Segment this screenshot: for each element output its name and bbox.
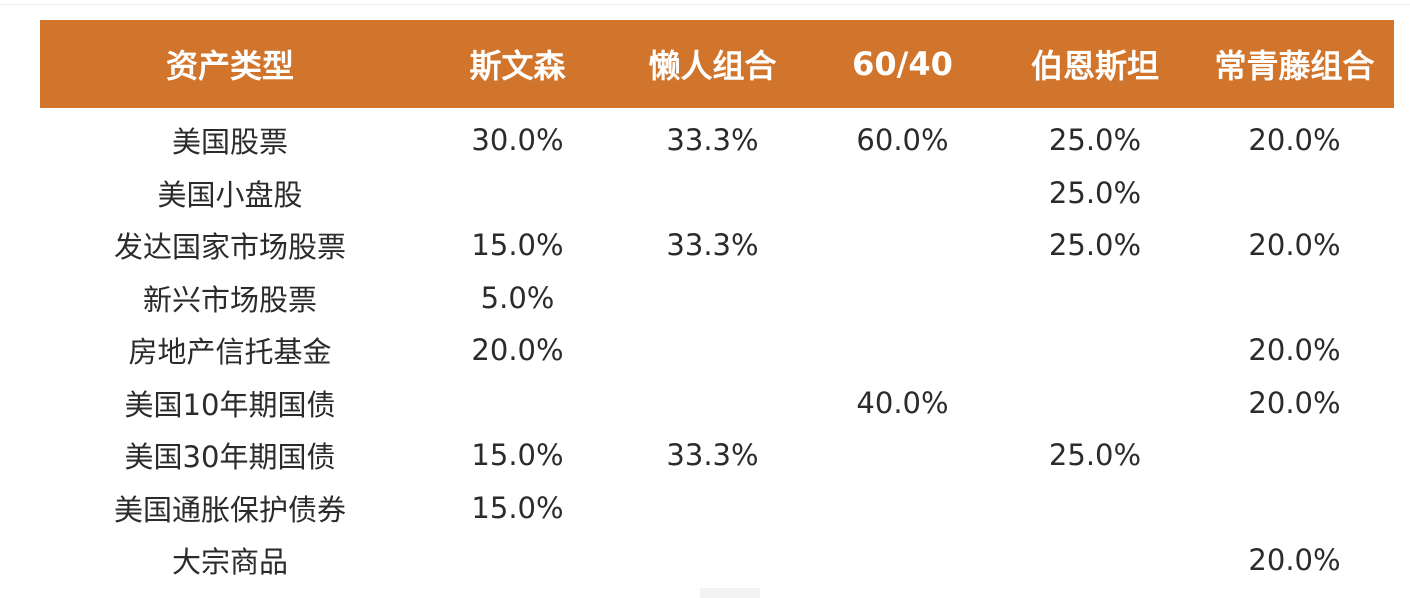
table-row: 美国通胀保护债券 15.0%	[40, 482, 1394, 535]
cell-value: 20.0%	[1248, 543, 1341, 578]
header-ivy-portfolio: 常青藤组合	[1214, 47, 1375, 85]
cell-asset-name: 房地产信托基金	[128, 335, 332, 370]
cell-asset-name: 发达国家市场股票	[113, 230, 346, 265]
top-divider	[0, 4, 1410, 5]
cell-value: 60.0%	[856, 123, 949, 158]
cell-value: 25.0%	[1048, 175, 1142, 210]
table-row: 美国10年期国债 40.0% 20.0%	[40, 377, 1394, 430]
table-row: 美国小盘股 25.0%	[40, 167, 1394, 220]
cell-value: 40.0%	[856, 385, 949, 420]
table-row: 房地产信托基金 20.0% 20.0%	[40, 324, 1394, 377]
header-asset-type: 资产类型	[165, 47, 294, 85]
header-swensen: 斯文森	[469, 47, 566, 85]
cell-value: 5.0%	[480, 280, 555, 315]
cell-value: 15.0%	[471, 438, 564, 473]
cell-value: 30.0%	[471, 123, 564, 158]
cell-asset-name: 美国小盘股	[157, 177, 303, 212]
header-lazy-portfolio: 懒人组合	[648, 47, 777, 85]
cell-value: 25.0%	[1048, 228, 1142, 263]
cell-value: 20.0%	[471, 333, 564, 368]
cell-value: 25.0%	[1048, 438, 1142, 473]
header-bernstein: 伯恩斯坦	[1030, 47, 1159, 85]
asset-allocation-table: 资产类型 斯文森 懒人组合 60/40 伯恩斯坦 常青藤组合 美国股票 30.0…	[40, 20, 1394, 587]
table-row: 美国股票 30.0% 33.3% 60.0% 25.0% 20.0%	[40, 114, 1394, 167]
cell-value: 20.0%	[1248, 385, 1341, 420]
table-row: 发达国家市场股票 15.0% 33.3% 25.0% 20.0%	[40, 219, 1394, 272]
cell-asset-name: 美国股票	[171, 125, 288, 160]
cell-value: 20.0%	[1248, 123, 1341, 158]
cell-value: 15.0%	[471, 228, 564, 263]
cell-value: 15.0%	[471, 490, 564, 525]
cell-asset-name: 美国通胀保护债券	[113, 492, 346, 527]
table-body: 美国股票 30.0% 33.3% 60.0% 25.0% 20.0% 美国小盘股…	[40, 108, 1394, 587]
table-row: 新兴市场股票 5.0%	[40, 272, 1394, 325]
cell-value: 20.0%	[1248, 333, 1341, 368]
cell-value: 33.3%	[666, 438, 759, 473]
footer-decoration	[700, 588, 760, 598]
table-row: 美国30年期国债 15.0% 33.3% 25.0%	[40, 429, 1394, 482]
cell-asset-name: 美国30年期国债	[124, 440, 336, 475]
cell-value: 20.0%	[1248, 228, 1341, 263]
cell-value: 33.3%	[666, 123, 759, 158]
cell-asset-name: 美国10年期国债	[124, 387, 336, 422]
cell-asset-name: 大宗商品	[171, 545, 288, 580]
cell-value: 25.0%	[1048, 123, 1142, 158]
header-60-40: 60/40	[852, 45, 953, 83]
table-header: 资产类型 斯文森 懒人组合 60/40 伯恩斯坦 常青藤组合	[40, 20, 1394, 108]
cell-value: 33.3%	[666, 228, 759, 263]
cell-asset-name: 新兴市场股票	[142, 282, 317, 317]
table-row: 大宗商品 20.0%	[40, 534, 1394, 587]
